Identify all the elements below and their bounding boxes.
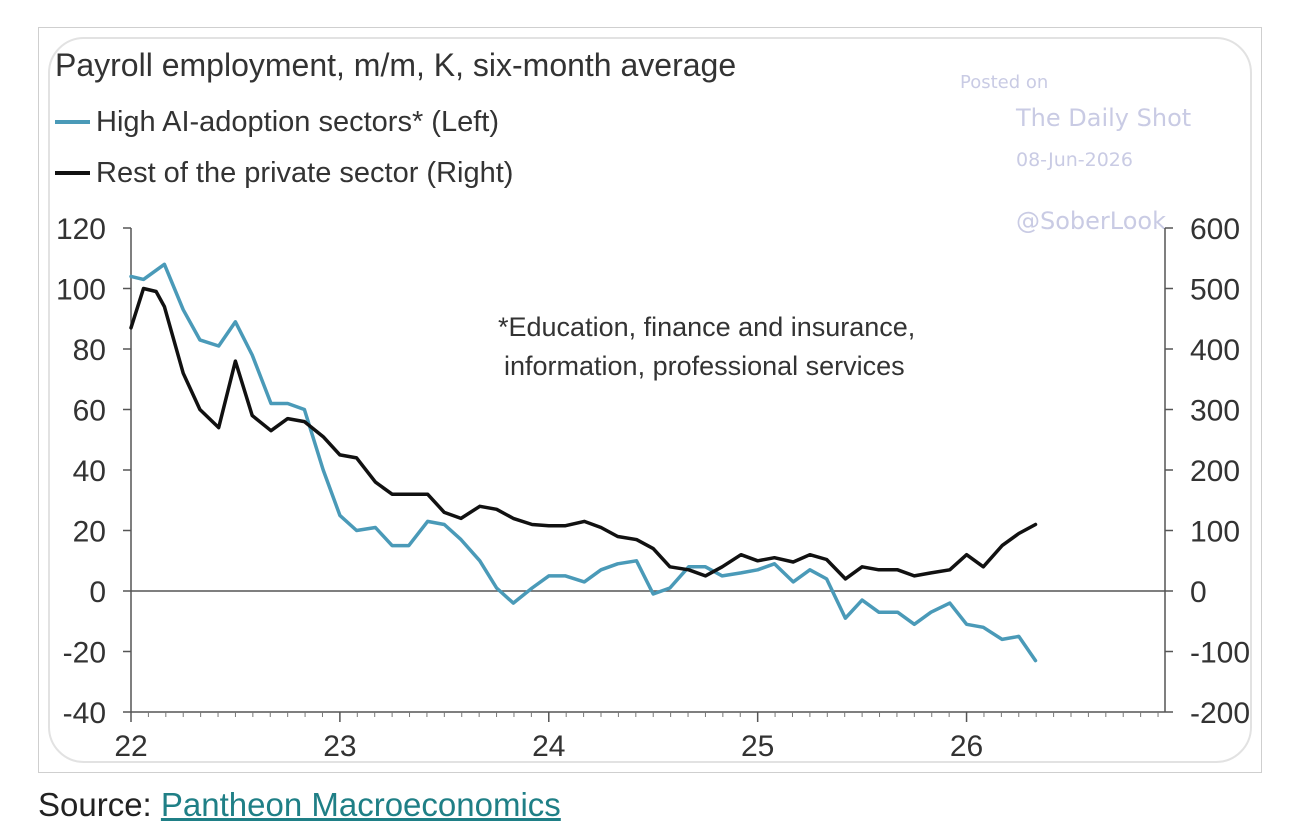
left-tick-label: 20: [73, 516, 106, 549]
axis-ticks: 120100806040200-20-406005004003002001000…: [56, 213, 1250, 763]
right-tick-label: 500: [1190, 274, 1240, 307]
left-tick-label: -40: [63, 697, 106, 730]
legend-label-rest-private: Rest of the private sector (Right): [96, 157, 513, 189]
series-line-rest-private: [129, 286, 1038, 581]
source-label: Source:: [38, 786, 152, 823]
left-tick-label: -20: [63, 637, 106, 670]
source-credit: Source: Pantheon Macroeconomics: [38, 786, 561, 824]
series-lines: [129, 262, 1038, 663]
right-tick-label: 0: [1190, 576, 1207, 609]
watermark: Posted on The Daily Shot 08-Jun-2026 @So…: [960, 72, 1191, 235]
right-tick-label: 100: [1190, 516, 1240, 549]
x-tick-label: 23: [323, 730, 356, 763]
x-tick-label: 25: [741, 730, 774, 763]
left-tick-label: 40: [73, 455, 106, 488]
right-tick-label: 600: [1190, 213, 1240, 246]
legend-label-ai-sectors: High AI-adoption sectors* (Left): [96, 106, 499, 138]
chart-inner-border: [48, 37, 1252, 763]
left-tick-label: 0: [89, 576, 106, 609]
right-tick-label: 300: [1190, 395, 1240, 428]
chart-title: Payroll employment, m/m, K, six-month av…: [55, 47, 736, 83]
chart-canvas: Payroll employment, m/m, K, six-month av…: [55, 47, 1250, 763]
x-tick-label: 24: [532, 730, 565, 763]
right-tick-label: -200: [1190, 697, 1250, 730]
right-tick-label: 400: [1190, 334, 1240, 367]
legend: High AI-adoption sectors* (Left) Rest of…: [55, 106, 513, 189]
left-tick-label: 100: [56, 274, 106, 307]
watermark-posted: Posted on: [960, 72, 1048, 93]
annotation-line-2: information, professional services: [504, 351, 905, 381]
annotation-line-1: *Education, finance and insurance,: [498, 312, 915, 342]
watermark-site: The Daily Shot: [1015, 104, 1191, 132]
watermark-handle: @SoberLook: [1016, 207, 1166, 235]
left-tick-label: 120: [56, 213, 106, 246]
left-tick-label: 80: [73, 334, 106, 367]
chart-frame: [38, 27, 1262, 773]
x-tick-label: 26: [950, 730, 983, 763]
right-tick-label: 200: [1190, 455, 1240, 488]
series-line-ai-sectors: [129, 262, 1038, 663]
right-tick-label: -100: [1190, 637, 1250, 670]
watermark-date: 08-Jun-2026: [1016, 149, 1133, 171]
x-tick-label: 22: [114, 730, 147, 763]
left-tick-label: 60: [73, 395, 106, 428]
source-link[interactable]: Pantheon Macroeconomics: [160, 786, 561, 823]
